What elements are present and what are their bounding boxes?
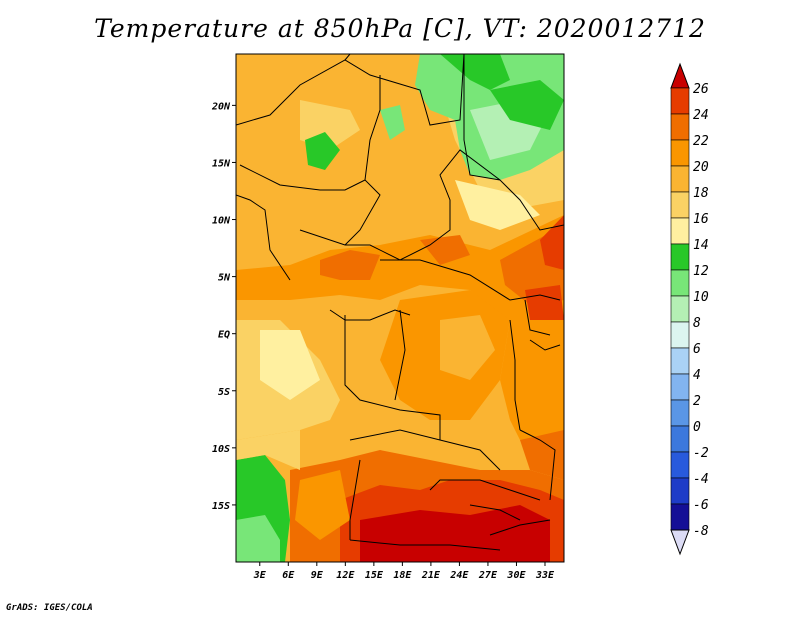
colorbar-label: 16 xyxy=(693,212,709,227)
lat-tick-label: EQ xyxy=(218,330,230,341)
lon-tick-label: 15E xyxy=(365,570,384,581)
colorbar-swatch xyxy=(670,269,690,297)
colorbar-label: 26 xyxy=(693,82,709,97)
country-borders xyxy=(236,54,564,551)
colorbar-swatch xyxy=(670,373,690,401)
colorbar-swatch xyxy=(670,451,690,479)
lon-tick-label: 18E xyxy=(393,570,412,581)
colorbar-swatch xyxy=(670,165,690,193)
colorbar-label: 10 xyxy=(693,290,709,305)
colorbar-swatch xyxy=(670,503,690,531)
colorbar-label: 2 xyxy=(693,394,701,409)
colorbar-label: 20 xyxy=(693,160,709,175)
colorbar-label: 0 xyxy=(693,420,701,435)
colorbar-label: -8 xyxy=(693,524,709,539)
colorbar-swatch xyxy=(670,295,690,323)
lat-tick-label: 15S xyxy=(212,501,230,512)
lat-tick-label: 5S xyxy=(218,387,230,398)
colorbar-label: 4 xyxy=(693,368,701,383)
lon-tick-label: 30E xyxy=(506,570,526,581)
colorbar-label: 22 xyxy=(693,134,709,149)
colorbar-label: 12 xyxy=(693,264,709,279)
lon-axis: 3E 6E 9E 12E 15E 18E 21E 24E 27E 30E 33E xyxy=(253,562,555,581)
colorbar-swatch xyxy=(670,217,690,245)
lon-tick-label: 9E xyxy=(311,570,324,581)
lat-tick-label: 20N xyxy=(211,101,231,112)
colorbar-swatch xyxy=(670,113,690,141)
colorbar-swatch xyxy=(670,321,690,349)
lon-tick-label: 21E xyxy=(421,570,441,581)
colorbar-swatch xyxy=(670,477,690,505)
colorbar-swatch xyxy=(670,87,690,115)
colorbar-label: 6 xyxy=(693,342,701,357)
colorbar-swatch xyxy=(670,243,690,271)
colorbar-swatch xyxy=(670,425,690,453)
colorbar-label: 14 xyxy=(693,238,709,253)
map-frame xyxy=(235,53,565,563)
colorbar-label: 18 xyxy=(693,186,709,201)
lon-tick-label: 6E xyxy=(282,570,295,581)
colorbar-label: -6 xyxy=(693,498,709,513)
lon-tick-label: 3E xyxy=(253,570,267,581)
footer-credit: GrADS: IGES/COLA xyxy=(6,603,93,613)
colorbar-bottom-cap xyxy=(670,529,690,556)
lat-tick-label: 10S xyxy=(212,444,230,455)
lat-tick-label: 15N xyxy=(212,158,231,169)
lat-tick-label: 5N xyxy=(218,273,231,284)
lon-tick-label: 12E xyxy=(336,570,355,581)
colorbar-top-cap xyxy=(670,62,690,89)
lon-tick-label: 24E xyxy=(449,570,469,581)
colorbar-label: -4 xyxy=(693,472,709,487)
colorbar-swatch xyxy=(670,399,690,427)
lat-axis: 20N 15N 10N 5N EQ 5S 10S 15S xyxy=(211,101,236,512)
colorbar-label: -2 xyxy=(693,446,709,461)
colorbar-swatch xyxy=(670,191,690,219)
colorbar-label: 8 xyxy=(693,316,701,331)
lon-tick-label: 27E xyxy=(478,570,498,581)
chart-title: Temperature at 850hPa [C], VT: 202001271… xyxy=(94,14,706,43)
temperature-field xyxy=(236,54,564,562)
colorbar-swatch xyxy=(670,347,690,375)
colorbar-swatch xyxy=(670,139,690,167)
lat-tick-label: 10N xyxy=(212,216,231,227)
colorbar-label: 24 xyxy=(693,108,709,123)
lon-tick-label: 33E xyxy=(535,570,555,581)
